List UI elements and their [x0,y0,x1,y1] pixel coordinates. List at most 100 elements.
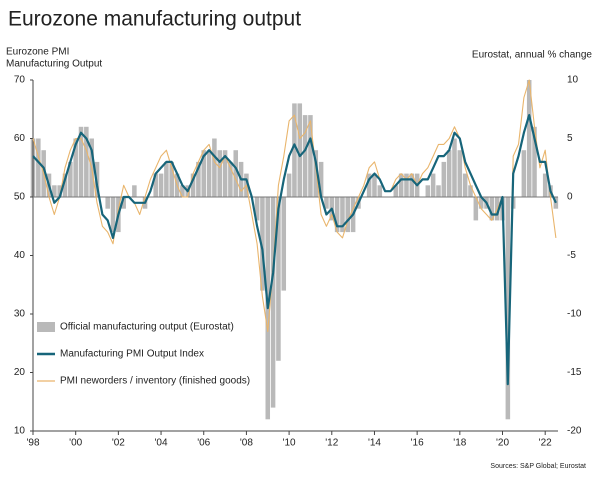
bar [270,197,276,408]
bar [489,197,495,221]
bar [52,185,57,197]
bar [297,103,303,197]
bar [542,173,548,197]
legend-label: Manufacturing PMI Output Index [60,349,204,360]
y-tick-label: 60 [14,133,26,144]
y2-tick-label: 0 [567,192,573,203]
bar [286,173,292,197]
bar [334,197,340,233]
chart-title: Eurozone manufacturing output [8,8,301,31]
bar [276,197,281,361]
bar [254,197,260,221]
bar [73,138,78,197]
y2-axis-label: Eurostat, annual % change [472,50,593,61]
bar [78,126,84,197]
line [32,79,557,374]
bar [473,197,479,221]
bar [164,161,169,197]
bar [212,138,217,197]
bar [201,150,206,197]
y-tick-label: 10 [14,426,26,437]
bar [190,173,196,197]
bar [430,173,436,197]
bar [452,138,457,197]
bar [462,173,468,197]
bar [68,161,73,197]
y2-tick-label: -20 [567,426,582,437]
bar [105,197,110,209]
bar [441,161,447,197]
x-tick-label: '18 [453,438,466,449]
x-tick-label: '00 [69,438,82,449]
bar [366,173,372,197]
bar [158,173,164,197]
bar [84,126,89,197]
bar [340,197,345,233]
bar [281,197,287,291]
bar [110,197,116,233]
bar [457,150,463,197]
bar [436,185,441,197]
bar [228,161,233,197]
x-tick-label: '06 [197,438,210,449]
bar [121,197,126,209]
bar [132,185,137,197]
legend-swatch [37,322,55,332]
bar [217,150,223,197]
bar [196,161,201,197]
x-tick-label: '08 [240,438,253,449]
bar [425,185,431,197]
bar [377,185,383,197]
bar [505,197,511,420]
bar [308,115,313,197]
bar [169,161,174,197]
y-tick-label: 70 [14,75,26,86]
bar [553,197,559,209]
bar [521,150,527,197]
bar [222,150,228,197]
y2-tick-label: -15 [567,367,582,378]
y-tick-label: 50 [14,192,26,203]
bar [206,150,212,197]
source: Sources: S&P Global; Eurostat [490,463,586,470]
bar [313,150,319,197]
x-tick-label: '98 [26,438,39,449]
bar [409,173,415,197]
bar [318,161,324,197]
legend-label: PMI neworders / inventory (finished good… [60,376,250,387]
bar [478,197,484,209]
line [32,114,557,386]
bar [260,197,265,291]
y2-tick-label: -5 [567,250,576,261]
bar [57,185,62,197]
bar [532,126,537,197]
bar [404,173,409,197]
x-tick-label: '04 [155,438,168,449]
x-tick-label: '22 [539,438,552,449]
bar [468,185,473,197]
x-tick-label: '10 [283,438,296,449]
y-tick-label: 30 [14,309,26,320]
x-tick-label: '14 [368,438,381,449]
bar [62,173,68,197]
bar [324,197,329,209]
bar [292,103,297,197]
y-tick-label: 20 [14,367,26,378]
y-axis-label: Eurozone PMI [6,47,69,58]
x-tick-label: '16 [411,438,424,449]
bar [398,173,404,197]
y-tick-label: 40 [14,250,26,261]
bar [393,185,399,197]
bar [526,80,532,197]
bar [153,173,158,197]
bar [372,173,377,197]
y-axis-label: Manufacturing Output [6,59,102,70]
bar [302,115,308,197]
y2-tick-label: 5 [567,133,573,144]
y2-tick-label: 10 [567,75,579,86]
bar [36,138,41,197]
bar [345,197,351,233]
bar [446,150,452,197]
y2-tick-label: -10 [567,309,582,320]
bar [180,185,185,197]
